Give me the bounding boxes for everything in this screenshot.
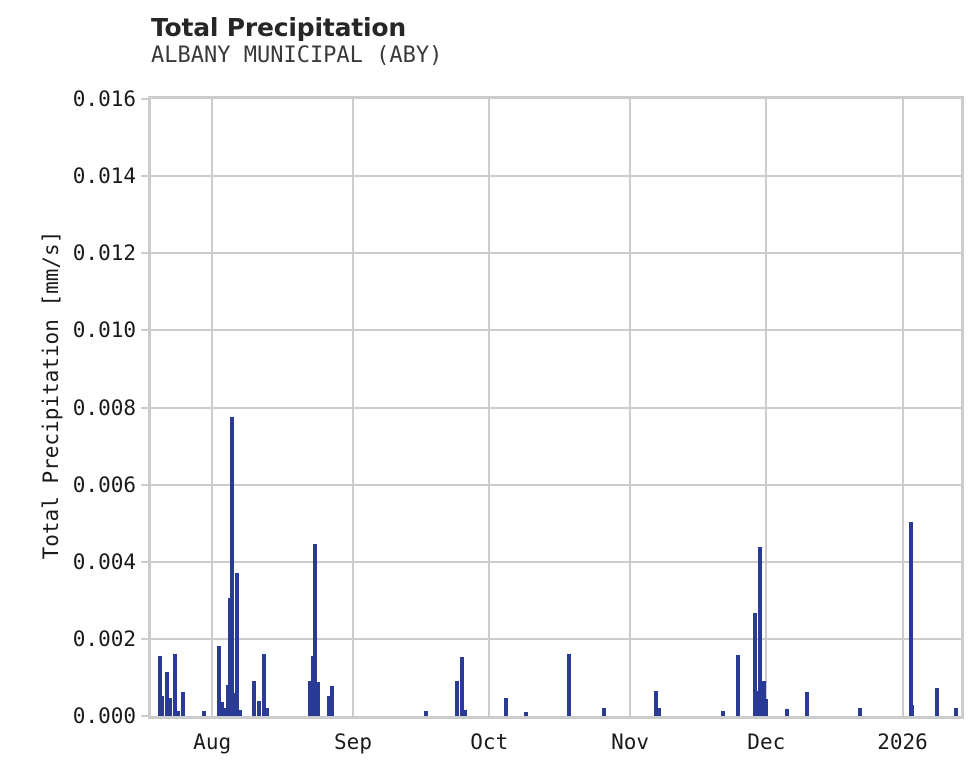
x-tick-label: 2026 bbox=[877, 730, 928, 754]
bar bbox=[567, 654, 571, 716]
gridline-vertical bbox=[352, 99, 354, 716]
gridline-vertical bbox=[488, 99, 491, 716]
plot-border-left bbox=[148, 96, 151, 719]
x-tick-label: Nov bbox=[611, 730, 649, 754]
bar bbox=[238, 710, 242, 716]
bar bbox=[805, 691, 809, 716]
bar bbox=[753, 613, 757, 716]
y-tick-label: 0.000 bbox=[72, 704, 136, 728]
bar-series bbox=[151, 99, 961, 716]
bar bbox=[165, 672, 169, 716]
gridline-horizontal bbox=[151, 329, 961, 332]
bar bbox=[330, 685, 334, 716]
bar bbox=[173, 654, 177, 716]
y-tick-label: 0.016 bbox=[72, 87, 136, 111]
bar bbox=[762, 680, 766, 716]
bar bbox=[764, 699, 768, 716]
bar bbox=[504, 698, 508, 716]
y-tick-label: 0.002 bbox=[72, 626, 136, 651]
plot-border-top bbox=[148, 96, 964, 99]
gridline-horizontal bbox=[151, 560, 961, 563]
bar bbox=[602, 707, 606, 716]
plot-border-bottom bbox=[148, 716, 964, 719]
bar bbox=[308, 680, 312, 716]
bar bbox=[736, 655, 740, 716]
bar bbox=[935, 687, 939, 716]
x-tick-label: Aug bbox=[193, 730, 232, 754]
bar bbox=[181, 692, 185, 716]
bar bbox=[327, 695, 331, 716]
x-tick-label: Sep bbox=[334, 730, 372, 754]
gridline-horizontal bbox=[151, 175, 961, 178]
bar bbox=[654, 690, 658, 716]
bar bbox=[252, 681, 256, 716]
x-tick-label: Dec bbox=[747, 730, 786, 754]
gridline-vertical bbox=[629, 99, 632, 716]
bar bbox=[954, 708, 958, 716]
bar bbox=[262, 654, 266, 716]
bar bbox=[235, 573, 239, 716]
y-tick-label: 0.014 bbox=[72, 164, 136, 189]
bar bbox=[223, 707, 227, 716]
bar bbox=[316, 682, 320, 716]
gridline-horizontal bbox=[151, 483, 961, 486]
x-tick-label: Oct bbox=[470, 730, 509, 754]
bar bbox=[217, 646, 221, 716]
bar bbox=[858, 707, 862, 716]
bar bbox=[463, 709, 467, 716]
y-tick-mark bbox=[141, 175, 148, 178]
bar bbox=[265, 707, 269, 716]
y-tick-label: 0.012 bbox=[72, 241, 136, 266]
bar bbox=[176, 710, 180, 716]
gridline-horizontal bbox=[151, 406, 961, 409]
y-tick-label: 0.004 bbox=[72, 549, 136, 574]
plot-border-right bbox=[961, 96, 964, 719]
y-tick-mark bbox=[141, 98, 148, 100]
y-tick-label: 0.010 bbox=[72, 318, 136, 343]
bar bbox=[455, 680, 459, 716]
y-tick-mark bbox=[141, 560, 148, 563]
gridline-horizontal bbox=[151, 637, 961, 640]
bar bbox=[168, 697, 172, 716]
gridline-vertical bbox=[765, 99, 768, 716]
y-tick-mark bbox=[141, 406, 148, 409]
y-tick-mark bbox=[141, 715, 148, 717]
bar bbox=[257, 701, 261, 716]
bar bbox=[721, 711, 725, 716]
bar bbox=[460, 657, 464, 716]
bar bbox=[230, 417, 234, 716]
bar bbox=[202, 711, 206, 716]
y-tick-label: 0.008 bbox=[72, 395, 136, 420]
chart-subtitle: ALBANY MUNICIPAL (ABY) bbox=[151, 43, 443, 68]
gridline-horizontal bbox=[151, 252, 961, 255]
gridline-vertical bbox=[901, 99, 904, 716]
gridline-vertical bbox=[211, 99, 214, 716]
bar bbox=[313, 544, 317, 716]
bar bbox=[158, 656, 162, 716]
bar bbox=[424, 711, 428, 716]
title-block: Total Precipitation ALBANY MUNICIPAL (AB… bbox=[151, 14, 851, 69]
bar bbox=[909, 522, 913, 716]
bar bbox=[160, 695, 164, 716]
y-tick-mark bbox=[141, 329, 148, 332]
plot-area bbox=[148, 96, 964, 719]
bar bbox=[657, 707, 661, 716]
bar bbox=[910, 705, 914, 716]
page-title: Total Precipitation bbox=[151, 13, 406, 42]
y-tick-mark bbox=[141, 637, 148, 640]
bar bbox=[524, 711, 528, 716]
bar bbox=[758, 547, 762, 716]
bar bbox=[220, 702, 224, 716]
bar bbox=[785, 709, 789, 716]
y-tick-label: 0.006 bbox=[72, 472, 136, 497]
y-tick-mark bbox=[141, 252, 148, 255]
y-tick-mark bbox=[141, 483, 148, 486]
